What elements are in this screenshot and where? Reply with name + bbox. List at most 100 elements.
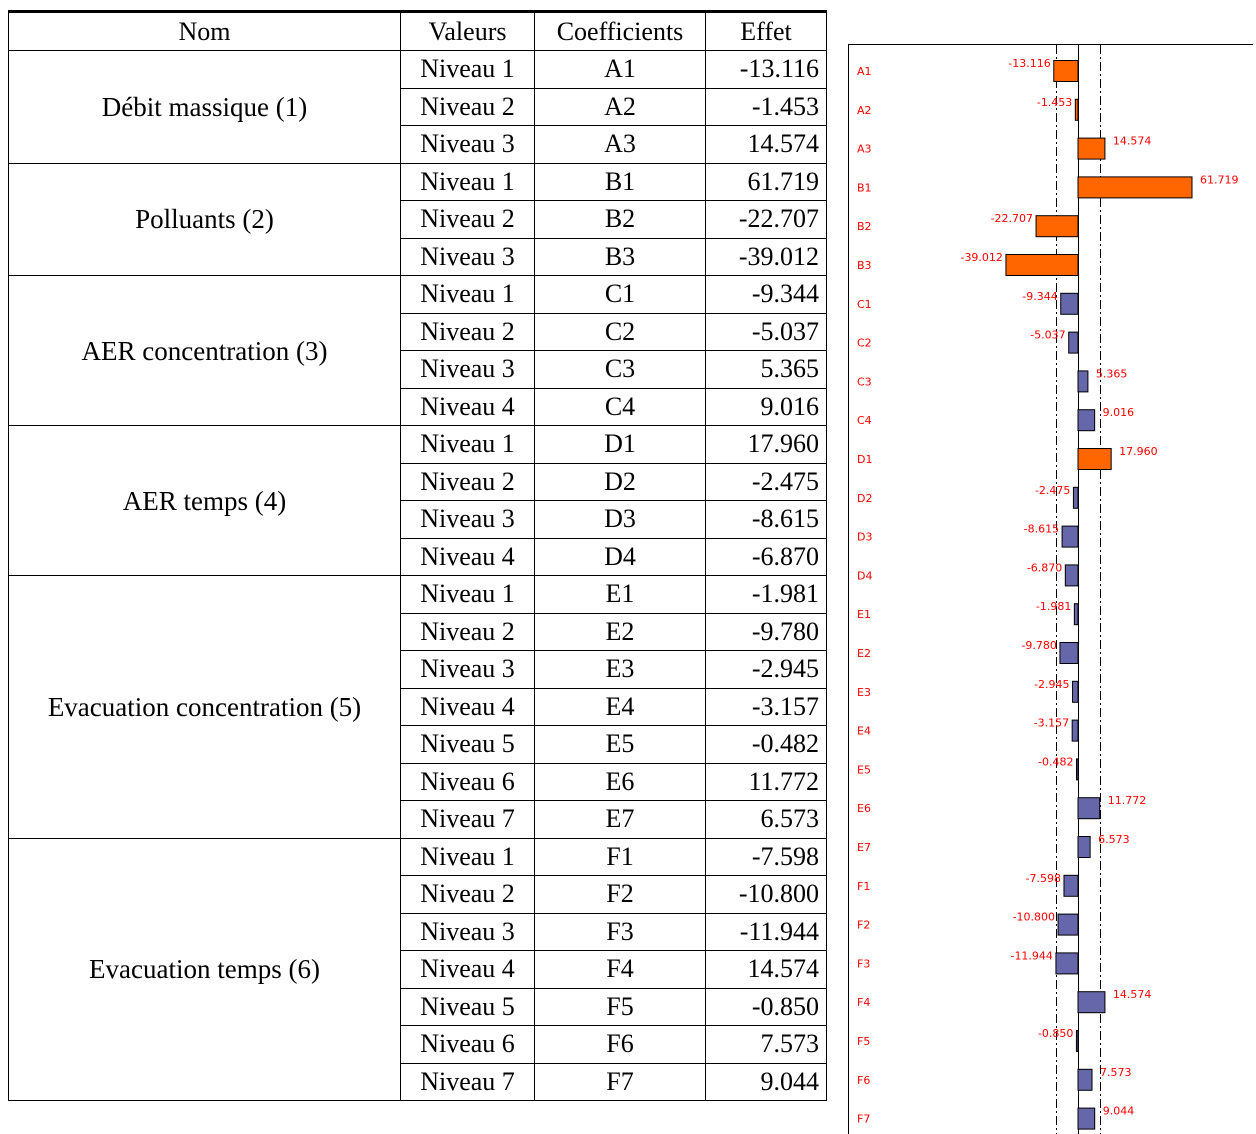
- category-label: F7: [857, 1113, 870, 1126]
- bar: [1077, 370, 1089, 393]
- coefficient-cell: C2: [534, 312, 706, 351]
- bar: [1005, 254, 1079, 276]
- bar: [1077, 448, 1112, 470]
- coefficient-cell: F3: [534, 912, 706, 951]
- level-cell: Niveau 7: [400, 800, 535, 839]
- level-cell: Niveau 1: [400, 162, 535, 201]
- category-label: F6: [857, 1074, 870, 1087]
- effect-cell: -5.037: [705, 312, 827, 351]
- effect-cell: -10.800: [705, 875, 827, 914]
- value-label: -0.482: [1038, 755, 1073, 768]
- effect-cell: 6.573: [705, 800, 827, 839]
- category-label: C2: [857, 337, 872, 350]
- coefficient-cell: F1: [534, 837, 706, 876]
- value-label: -0.850: [1038, 1027, 1073, 1040]
- category-label: D3: [857, 531, 872, 544]
- value-label: 61.719: [1200, 173, 1239, 186]
- effect-cell: -11.944: [705, 912, 827, 951]
- level-cell: Niveau 7: [400, 1062, 535, 1101]
- bar: [1064, 564, 1079, 587]
- category-label: E2: [857, 647, 871, 660]
- level-cell: Niveau 4: [400, 950, 535, 989]
- table-row: Niveau 4 E4 -3.157: [9, 687, 827, 726]
- value-label: -13.116: [1008, 57, 1050, 70]
- value-label: -5.037: [1030, 329, 1065, 342]
- level-cell: Niveau 6: [400, 762, 535, 801]
- effect-cell: -2.475: [705, 462, 827, 501]
- value-label: -2.475: [1035, 484, 1070, 497]
- table-row: Niveau 3 E3 -2.945: [9, 650, 827, 689]
- table-header-row: Nom Valeurs Coefficients Effet: [8, 10, 827, 51]
- value-label: -1.453: [1037, 96, 1072, 109]
- table-row: Niveau 6 E6 11.772: [9, 762, 827, 801]
- table-row: Evacuation concentration (5) Niveau 1 E1 -1…: [8, 575, 827, 839]
- level-cell: Niveau 1: [400, 50, 535, 89]
- category-label: F5: [857, 1035, 870, 1048]
- bar: [1063, 874, 1079, 897]
- table-row: Niveau 7 F7 9.044: [9, 1062, 827, 1101]
- table-body: Débit massique (1) Niveau 1 A1 -13.116 Nivea…: [8, 50, 827, 1101]
- category-label: D1: [857, 453, 872, 466]
- table-row: Niveau 2 C2 -5.037: [9, 312, 827, 351]
- value-label: 5.365: [1096, 367, 1128, 380]
- level-cell: Niveau 4: [400, 687, 535, 726]
- value-label: -9.344: [1022, 290, 1057, 303]
- coefficient-cell: D4: [534, 537, 706, 576]
- level-cell: Niveau 4: [400, 537, 535, 576]
- table-row: Polluants (2) Niveau 1 B1 61.719: [8, 162, 827, 276]
- category-label: A3: [857, 143, 872, 156]
- value-label: -3.157: [1034, 717, 1069, 730]
- category-label: D4: [857, 569, 872, 582]
- chart-svg: A1 -13.116 A2 -1.453 A3 14.574 B1 61.719 B2 -22.7…: [857, 45, 1239, 1134]
- bar: [1077, 991, 1106, 1014]
- value-label: -10.800: [1013, 911, 1055, 924]
- category-label: B1: [857, 181, 872, 194]
- level-cell: Niveau 2: [400, 875, 535, 914]
- coefficient-cell: A1: [534, 50, 706, 89]
- table-row: Niveau 2 A2 -1.453: [9, 87, 827, 126]
- coefficient-cell: E4: [534, 687, 706, 726]
- category-label: C1: [857, 298, 872, 311]
- coefficient-cell: D3: [534, 500, 706, 539]
- table-row: AER temps (4) Niveau 1 D1 17.960: [8, 425, 827, 576]
- effect-cell: -3.157: [705, 687, 827, 726]
- factor-name-cell: Evacuation temps (6): [8, 837, 401, 1101]
- level-cell: Niveau 3: [400, 125, 535, 164]
- category-label: E4: [857, 725, 871, 738]
- coefficient-cell: A3: [534, 125, 706, 164]
- coefficient-cell: B3: [534, 237, 706, 276]
- value-label: 9.044: [1103, 1105, 1135, 1118]
- level-cell: Niveau 1: [400, 425, 535, 464]
- level-cell: Niveau 2: [400, 312, 535, 351]
- factor-name-cell: Polluants (2): [8, 162, 401, 276]
- coefficient-cell: E1: [534, 575, 706, 614]
- factor-name-cell: Evacuation concentration (5): [8, 575, 401, 839]
- level-cell: Niveau 3: [400, 650, 535, 689]
- coefficient-cell: F2: [534, 875, 706, 914]
- effect-cell: 7.573: [705, 1025, 827, 1064]
- bar: [1072, 680, 1079, 703]
- category-label: B3: [857, 259, 872, 272]
- bar: [1077, 409, 1096, 432]
- table-row: Niveau 5 E5 -0.482: [9, 725, 827, 764]
- category-label: E6: [857, 802, 871, 815]
- bar: [1055, 952, 1079, 975]
- level-cell: Niveau 2: [400, 87, 535, 126]
- effect-cell: -1.981: [705, 575, 827, 614]
- level-cell: Niveau 1: [400, 575, 535, 614]
- table-row: Niveau 3 B3 -39.012: [9, 237, 827, 276]
- category-label: D2: [857, 492, 872, 505]
- value-label: -11.944: [1010, 949, 1052, 962]
- effect-cell: -9.344: [705, 275, 827, 314]
- effect-cell: -0.850: [705, 987, 827, 1026]
- effect-cell: -2.945: [705, 650, 827, 689]
- category-label: B2: [857, 220, 872, 233]
- factor-name-cell: AER temps (4): [8, 425, 401, 576]
- effect-cell: -0.482: [705, 725, 827, 764]
- effect-cell: 14.574: [705, 125, 827, 164]
- coefficient-cell: B1: [534, 162, 706, 201]
- bar: [1077, 137, 1106, 160]
- category-label: E1: [857, 608, 871, 621]
- category-label: F1: [857, 880, 870, 893]
- value-label: -9.780: [1021, 639, 1056, 652]
